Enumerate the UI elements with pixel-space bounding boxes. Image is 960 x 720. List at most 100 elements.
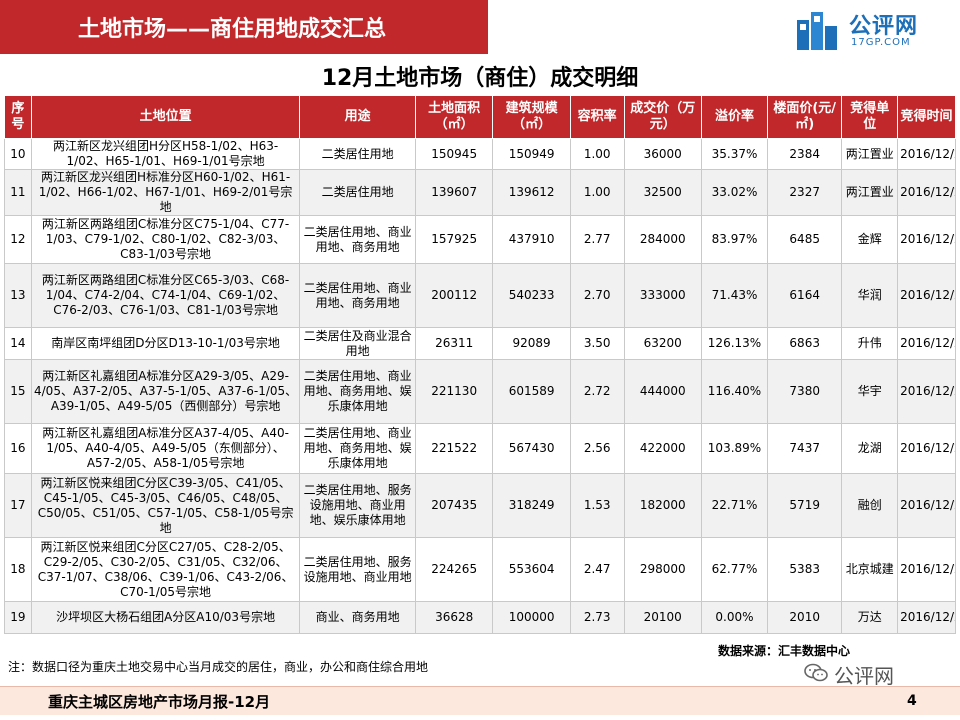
cell-premium: 103.89% xyxy=(700,423,769,474)
cell-location: 两江新区礼嘉组团A标准分区A29-3/05、A29-4/05、A37-2/05、… xyxy=(30,359,301,424)
cell-floor-price: 2384 xyxy=(767,138,843,170)
cell-scale: 92089 xyxy=(492,327,571,360)
cell-date: 2016/12/20 xyxy=(897,537,956,602)
col-header: 竞得时间 xyxy=(897,95,956,139)
cell-winner: 升伟 xyxy=(841,327,899,360)
cell-no: 18 xyxy=(4,537,32,602)
cell-price: 284000 xyxy=(623,215,702,264)
cell-use: 商业、商务用地 xyxy=(299,601,416,634)
cell-price: 20100 xyxy=(623,601,702,634)
cell-far: 1.00 xyxy=(569,138,625,170)
cell-winner: 华润 xyxy=(841,263,899,328)
site-logo[interactable]: 公评网 17GP.COM xyxy=(795,8,945,56)
cell-no: 17 xyxy=(4,473,32,538)
cell-price: 422000 xyxy=(623,423,702,474)
cell-scale: 150949 xyxy=(492,138,571,170)
page-number: 4 xyxy=(907,693,917,709)
cell-area: 200112 xyxy=(414,263,494,328)
header-title: 土地市场——商住用地成交汇总 xyxy=(78,17,387,42)
cell-no: 11 xyxy=(4,169,32,216)
cell-date: 2016/12/26 xyxy=(897,215,956,264)
cell-far: 1.00 xyxy=(569,169,625,216)
cell-winner: 龙湖 xyxy=(841,423,899,474)
cell-use: 二类居住用地、商业用地、商务用地、娱乐康体用地 xyxy=(299,359,416,424)
building-logo-icon xyxy=(797,12,837,50)
cell-winner: 融创 xyxy=(841,473,899,538)
cell-far: 2.70 xyxy=(569,263,625,328)
cell-premium: 126.13% xyxy=(700,327,769,360)
cell-area: 150945 xyxy=(414,138,494,170)
cell-no: 16 xyxy=(4,423,32,474)
col-header: 溢价率 xyxy=(700,95,769,139)
table-row: 11 两江新区龙兴组团H标准分区H60-1/02、H61-1/02、H66-1/… xyxy=(4,169,956,216)
cell-floor-price: 6164 xyxy=(767,263,843,328)
cell-use: 二类居住用地 xyxy=(299,138,416,170)
cell-location: 两江新区两路组团C标准分区C65-3/03、C68-1/04、C74-2/04、… xyxy=(30,263,301,328)
cell-scale: 553604 xyxy=(492,537,571,602)
cell-far: 3.50 xyxy=(569,327,625,360)
col-header: 用途 xyxy=(299,95,416,139)
cell-winner: 华宇 xyxy=(841,359,899,424)
cell-no: 19 xyxy=(4,601,32,634)
cell-area: 157925 xyxy=(414,215,494,264)
cell-floor-price: 5383 xyxy=(767,537,843,602)
cell-floor-price: 7437 xyxy=(767,423,843,474)
data-source: 数据来源：汇丰数据中心 xyxy=(718,644,851,658)
cell-scale: 437910 xyxy=(492,215,571,264)
cell-no: 10 xyxy=(4,138,32,170)
cell-scale: 318249 xyxy=(492,473,571,538)
table-row: 17 两江新区悦来组团C分区C39-3/05、C41/05、C45-1/05、C… xyxy=(4,473,956,538)
cell-far: 2.56 xyxy=(569,423,625,474)
cell-price: 298000 xyxy=(623,537,702,602)
cell-scale: 540233 xyxy=(492,263,571,328)
cell-premium: 71.43% xyxy=(700,263,769,328)
cell-date: 2016/12/20 xyxy=(897,601,956,634)
table-row: 18 两江新区悦来组团C分区C27/05、C28-2/05、C29-2/05、C… xyxy=(4,537,956,602)
col-header: 容积率 xyxy=(569,95,625,139)
cell-location: 两江新区两路组团C标准分区C75-1/04、C77-1/03、C79-1/02、… xyxy=(30,215,301,264)
cell-premium: 35.37% xyxy=(700,138,769,170)
cell-location: 两江新区龙兴组团H标准分区H60-1/02、H61-1/02、H66-1/02、… xyxy=(30,169,301,216)
col-header: 建筑规模（㎡） xyxy=(492,95,571,139)
table-header-row: 序号 土地位置 用途 土地面积（㎡） 建筑规模（㎡） 容积率 成交价（万元） 溢… xyxy=(4,95,956,139)
cell-use: 二类居住及商业混合用地 xyxy=(299,327,416,360)
cell-date: 2016/12/26 xyxy=(897,263,956,328)
table-row: 13 两江新区两路组团C标准分区C65-3/03、C68-1/04、C74-2/… xyxy=(4,263,956,328)
cell-date: 2016/12/23 xyxy=(897,423,956,474)
cell-date: 2016/12/20 xyxy=(897,473,956,538)
cell-no: 14 xyxy=(4,327,32,360)
cell-use: 二类居住用地、商业用地、商务用地 xyxy=(299,215,416,264)
cell-area: 36628 xyxy=(414,601,494,634)
col-header: 成交价（万元） xyxy=(623,95,702,139)
cell-premium: 83.97% xyxy=(700,215,769,264)
cell-winner: 北京城建 xyxy=(841,537,899,602)
table-row: 16 两江新区礼嘉组团A标准分区A37-4/05、A40-1/05、A40-4/… xyxy=(4,423,956,474)
table-note: 注：数据口径为重庆土地交易中心当月成交的居住，商业，办公和商住综合用地 xyxy=(8,660,429,674)
cell-floor-price: 6485 xyxy=(767,215,843,264)
col-header: 序号 xyxy=(4,95,32,139)
cell-premium: 22.71% xyxy=(700,473,769,538)
cell-price: 36000 xyxy=(623,138,702,170)
cell-location: 南岸区南坪组团D分区D13-10-1/03号宗地 xyxy=(30,327,301,360)
table-row: 14 南岸区南坪组团D分区D13-10-1/03号宗地 二类居住及商业混合用地 … xyxy=(4,327,956,360)
cell-floor-price: 2327 xyxy=(767,169,843,216)
cell-date: 2016/12/27 xyxy=(897,169,956,216)
cell-use: 二类居住用地、服务设施用地、商业用地、娱乐康体用地 xyxy=(299,473,416,538)
cell-winner: 两江置业 xyxy=(841,169,899,216)
cell-location: 沙坪坝区大杨石组团A分区A10/03号宗地 xyxy=(30,601,301,634)
cell-scale: 567430 xyxy=(492,423,571,474)
cell-no: 15 xyxy=(4,359,32,424)
table-row: 15 两江新区礼嘉组团A标准分区A29-3/05、A29-4/05、A37-2/… xyxy=(4,359,956,424)
cell-location: 两江新区礼嘉组团A标准分区A37-4/05、A40-1/05、A40-4/05、… xyxy=(30,423,301,474)
cell-location: 两江新区龙兴组团H分区H58-1/02、H63-1/02、H65-1/01、H6… xyxy=(30,138,301,170)
cell-use: 二类居住用地、商业用地、商务用地、娱乐康体用地 xyxy=(299,423,416,474)
cell-area: 26311 xyxy=(414,327,494,360)
transaction-table: 序号 土地位置 用途 土地面积（㎡） 建筑规模（㎡） 容积率 成交价（万元） 溢… xyxy=(4,95,956,634)
cell-price: 32500 xyxy=(623,169,702,216)
cell-premium: 62.77% xyxy=(700,537,769,602)
cell-price: 444000 xyxy=(623,359,702,424)
col-header: 楼面价(元/㎡) xyxy=(767,95,843,139)
cell-location: 两江新区悦来组团C分区C27/05、C28-2/05、C29-2/05、C30-… xyxy=(30,537,301,602)
logo-name: 公评网 xyxy=(849,14,919,39)
cell-far: 2.73 xyxy=(569,601,625,634)
